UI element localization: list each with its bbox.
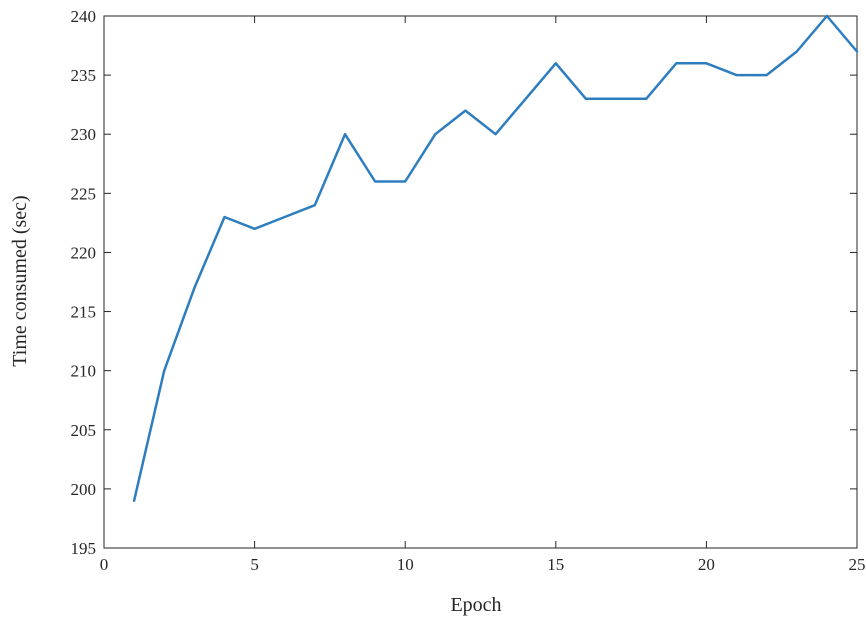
x-axis-ticks: 0 5 10 15 20 25 xyxy=(100,16,866,574)
y-tick-label: 220 xyxy=(71,243,97,262)
x-tick-label: 5 xyxy=(250,555,259,574)
x-tick-label: 0 xyxy=(100,555,109,574)
y-tick-label: 240 xyxy=(71,7,97,26)
x-tick-label: 15 xyxy=(547,555,564,574)
y-axis-ticks: 195 200 205 210 215 220 225 230 235 240 xyxy=(71,7,857,558)
y-tick-label: 230 xyxy=(71,125,97,144)
y-tick-label: 205 xyxy=(71,421,97,440)
x-tick-label: 10 xyxy=(397,555,414,574)
y-tick-label: 195 xyxy=(71,539,97,558)
plot-frame xyxy=(103,15,858,549)
x-tick-label: 20 xyxy=(698,555,715,574)
y-tick-label: 200 xyxy=(71,480,97,499)
y-tick-label: 235 xyxy=(71,66,97,85)
plot-box xyxy=(103,15,858,549)
y-tick-label: 210 xyxy=(71,362,97,381)
y-tick-label: 225 xyxy=(71,184,97,203)
y-tick-label: 215 xyxy=(71,303,97,322)
y-axis-label: Time consumed (sec) xyxy=(9,195,31,366)
series-line xyxy=(132,14,859,502)
x-axis-label: Epoch xyxy=(450,594,501,616)
x-tick-label: 25 xyxy=(849,555,866,574)
series-layer xyxy=(132,14,859,502)
